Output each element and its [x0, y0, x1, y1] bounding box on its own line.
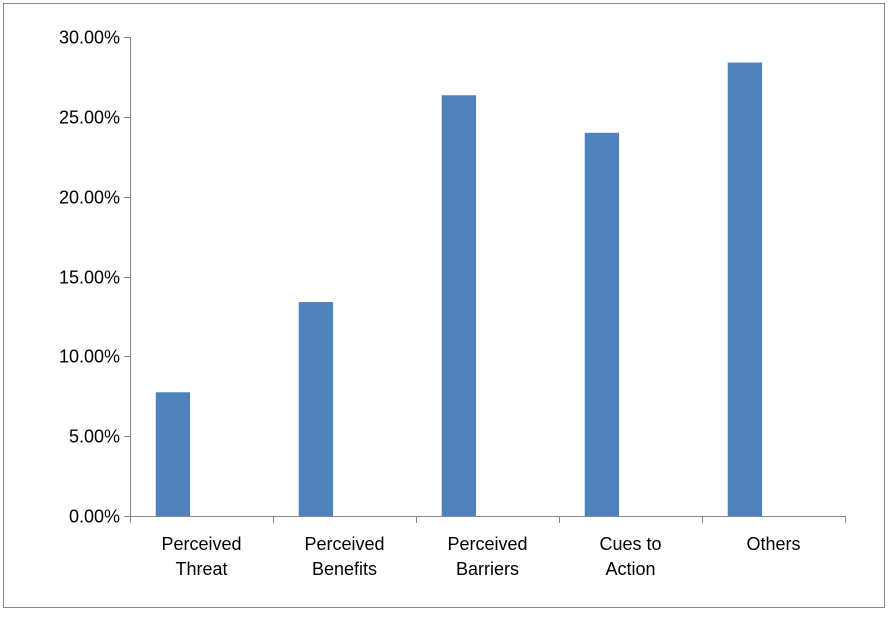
y-tick-label: 25.00%: [59, 108, 120, 128]
bars: [155, 62, 763, 517]
x-tick-label: Perceived Threat: [161, 534, 241, 579]
y-tick-label: 5.00%: [69, 427, 120, 447]
y-tick-label: 30.00%: [59, 28, 120, 48]
y-tick-label: 15.00%: [59, 268, 120, 288]
x-tick-label: Others: [746, 534, 800, 554]
x-tick-label: Cues to Action: [599, 534, 661, 579]
y-tick-label: 0.00%: [69, 507, 120, 527]
y-tick-label: 10.00%: [59, 347, 120, 367]
x-tick-label: Perceived Barriers: [447, 534, 527, 579]
bar: [155, 392, 191, 516]
y-tick-label: 20.00%: [59, 188, 120, 208]
x-axis: Perceived Threat Perceived Benefits Perceive…: [130, 516, 846, 579]
bar: [441, 95, 477, 517]
bar: [584, 132, 620, 517]
bar: [727, 62, 763, 517]
bar: [298, 302, 334, 516]
y-axis: 0.00% 5.00% 10.00% 15.00% 20.00% 25.00% 30.00%: [59, 28, 131, 527]
x-tick-label: Perceived Benefits: [304, 534, 384, 579]
